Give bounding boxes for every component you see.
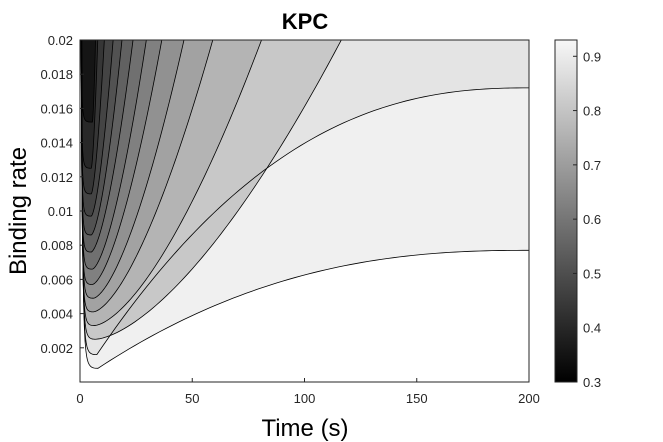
contour-line [81, 40, 529, 356]
y-tick-label: 0.002 [40, 341, 73, 356]
colorbar-tick-label: 0.5 [583, 266, 601, 281]
y-tick-label: 0.014 [40, 136, 73, 151]
y-tick-label: 0.008 [40, 238, 73, 253]
contour-line [80, 40, 114, 217]
chart-title: KPC [282, 9, 329, 34]
y-tick-label: 0.01 [48, 204, 73, 219]
y-tick-label: 0.012 [40, 170, 73, 185]
contour-band [81, 40, 96, 123]
contour-line [80, 40, 134, 253]
x-axis: 0 50 100 150 200 [76, 378, 540, 406]
colorbar-tick-label: 0.4 [583, 321, 601, 336]
colorbar-tick-label: 0.7 [583, 158, 601, 173]
x-axis-label: Time (s) [261, 415, 348, 442]
y-tick-label: 0.016 [40, 101, 73, 116]
x-tick-label: 150 [406, 391, 428, 406]
y-tick-label: 0.006 [40, 272, 73, 287]
contour-line [80, 40, 105, 195]
colorbar-tick-label: 0.8 [583, 104, 601, 119]
contour-line [81, 40, 342, 340]
contour-line [81, 40, 529, 369]
y-tick-label: 0.004 [40, 307, 73, 322]
colorbar-tick-label: 0.6 [583, 212, 601, 227]
contour-line [81, 40, 262, 326]
colorbar-axis: 0.3 0.4 0.5 0.6 0.7 0.8 0.9 [573, 49, 601, 390]
contour-lines [80, 40, 529, 369]
contour-line [80, 40, 163, 285]
x-tick-label: 200 [518, 391, 540, 406]
colorbar-tick-label: 0.9 [583, 49, 601, 64]
contour-line [80, 40, 123, 236]
contour-line [80, 40, 99, 169]
x-tick-label: 100 [294, 391, 316, 406]
y-axis: 0.002 0.004 0.006 0.008 0.01 0.012 0.014 0.016 0… [40, 33, 84, 356]
x-tick-label: 0 [76, 391, 83, 406]
contour-line [80, 40, 96, 123]
colorbar [554, 39, 578, 383]
colorbar-tick-label: 0.3 [583, 375, 601, 390]
x-tick-label: 50 [185, 391, 199, 406]
y-tick-label: 0.018 [40, 67, 73, 82]
contour-line [80, 40, 147, 270]
y-tick-label: 0.02 [48, 33, 73, 48]
y-axis-label: Binding rate [5, 147, 32, 275]
contour-line [80, 40, 185, 299]
contour-bands [80, 40, 529, 382]
contour-line [80, 40, 214, 313]
